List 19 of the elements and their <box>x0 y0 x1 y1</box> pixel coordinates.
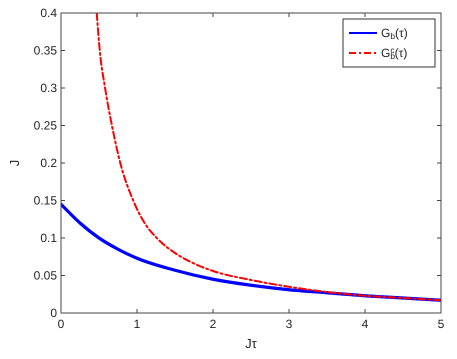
y-tick-label: 0.4 <box>40 6 58 20</box>
y-tick-label: 0.25 <box>34 118 58 132</box>
x-tick-label: 5 <box>438 317 445 331</box>
x-tick-label: 1 <box>134 317 141 331</box>
x-axis-title: Jτ <box>245 336 258 351</box>
line-series <box>96 13 441 302</box>
legend-label: G$_{b}$(τ) <box>381 26 408 42</box>
y-tick-label: 0.15 <box>34 194 58 208</box>
y-tick-label: 0.1 <box>40 231 58 245</box>
y-tick-label: 0.3 <box>40 81 58 95</box>
y-tick-label: 0.35 <box>34 44 58 58</box>
x-tick-label: 4 <box>362 317 369 331</box>
y-tick-label: 0 <box>50 306 58 320</box>
legend-label: G$_{b}$$^{c}$(τ) <box>381 45 408 62</box>
x-tick-label: 3 <box>286 317 293 331</box>
y-axis-title: J <box>7 160 22 166</box>
y-tick-label: 0.2 <box>40 156 58 170</box>
y-tick-label: 0.05 <box>34 268 58 282</box>
x-tick-label: 2 <box>210 317 217 331</box>
